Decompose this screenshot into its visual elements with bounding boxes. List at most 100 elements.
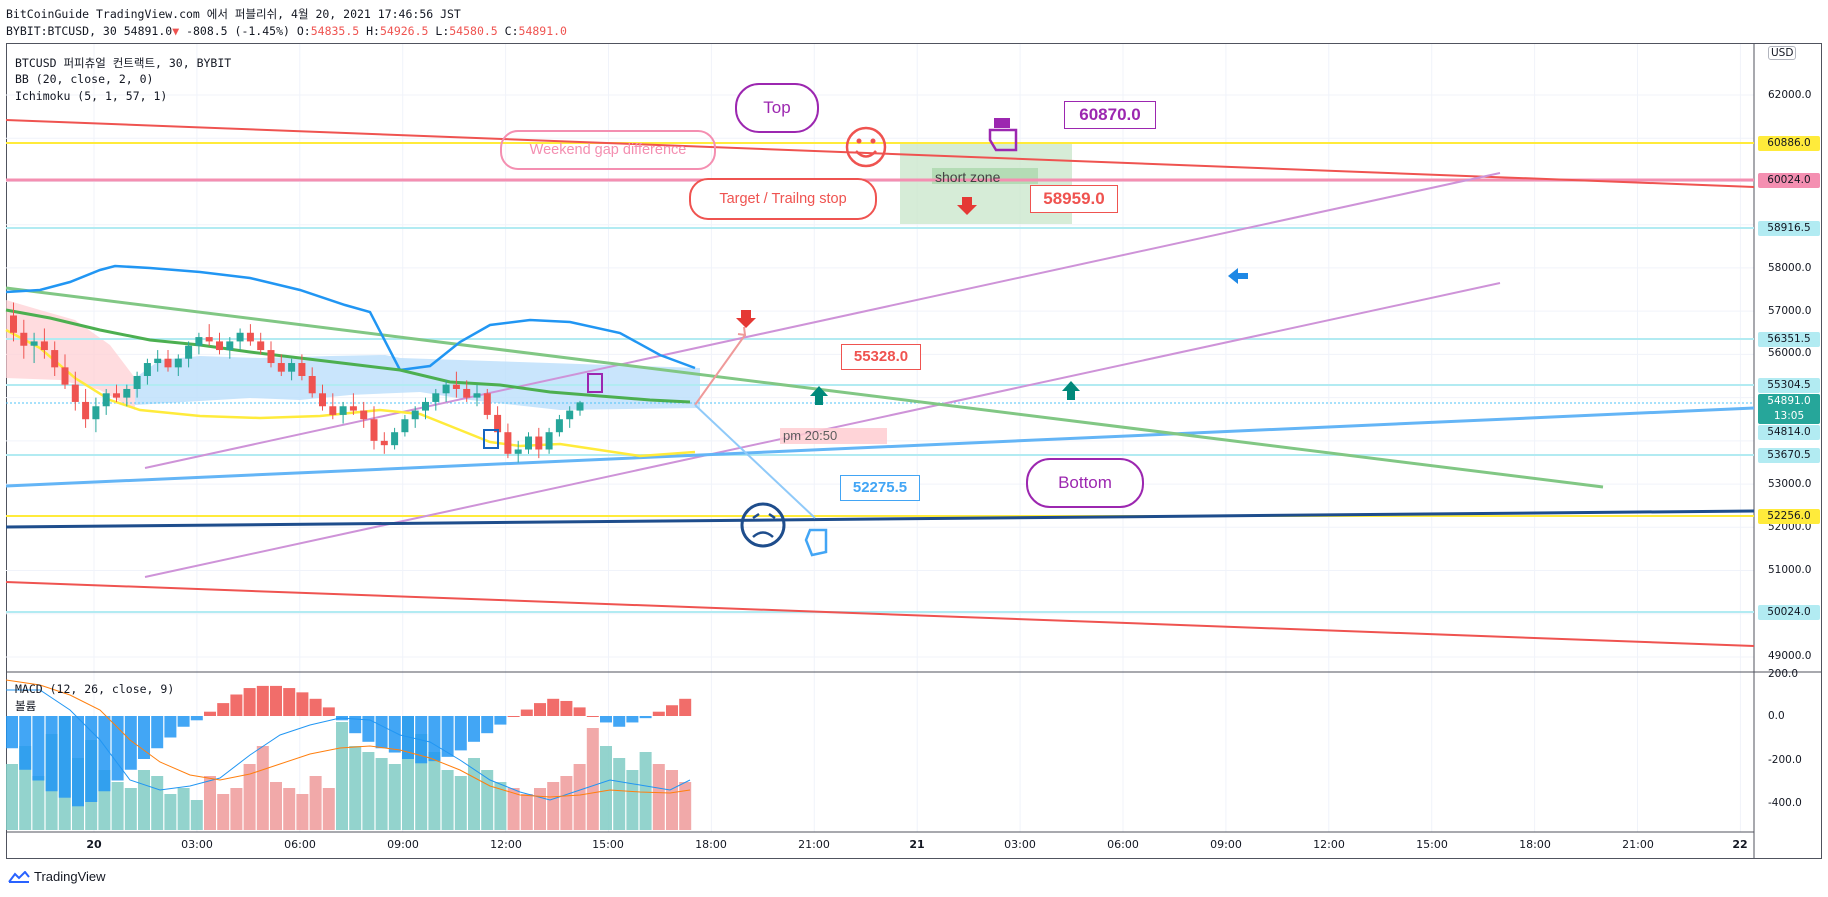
candle-body bbox=[40, 341, 48, 351]
volume-bar bbox=[296, 794, 309, 830]
trendline-red-lower bbox=[5, 581, 1755, 647]
time-tick: 18:00 bbox=[1519, 838, 1551, 851]
time-tick: 22 bbox=[1732, 838, 1748, 851]
volume-bar bbox=[270, 782, 282, 830]
candle-body bbox=[30, 341, 38, 346]
volume-bar bbox=[441, 770, 454, 830]
volume-bar bbox=[547, 782, 560, 830]
chart-frame[interactable] bbox=[6, 43, 1822, 859]
candle-body bbox=[123, 388, 131, 398]
volume-bar bbox=[349, 746, 362, 830]
axis-label-last: 54891.0 13:05 bbox=[1758, 394, 1820, 424]
macd-bar bbox=[639, 716, 652, 719]
macd-tick: 0.0 bbox=[1768, 710, 1785, 722]
tradingview-logo-icon bbox=[8, 870, 30, 883]
volume-bar bbox=[428, 752, 441, 830]
volume-bar bbox=[586, 728, 599, 830]
candle-body bbox=[195, 337, 203, 346]
macd-bar bbox=[362, 716, 375, 742]
ohlc-line: BYBIT:BTCUSD, 30 54891.0▼ -808.5 (-1.45%… bbox=[6, 24, 567, 38]
hand-icon-purple-small bbox=[587, 373, 603, 393]
open-label: O: bbox=[296, 24, 311, 38]
price-tag-58959: 58959.0 bbox=[1030, 185, 1118, 213]
tradingview-logo[interactable]: TradingView bbox=[8, 869, 106, 884]
axis-label-54814: 54814.0 bbox=[1758, 425, 1820, 440]
candle-body bbox=[411, 410, 419, 420]
volume-bar bbox=[560, 776, 573, 830]
down-arrow-red-2 bbox=[957, 197, 977, 215]
candle-body bbox=[82, 401, 90, 420]
candle-body bbox=[463, 388, 471, 398]
macd-bar bbox=[402, 716, 414, 759]
volume-bar bbox=[243, 764, 256, 830]
axis-label-56351: 56351.5 bbox=[1758, 332, 1820, 347]
axis-label-60886: 60886.0 bbox=[1758, 136, 1820, 151]
smile-icon bbox=[845, 126, 887, 168]
candle-body bbox=[277, 363, 285, 372]
volume-bar bbox=[309, 776, 322, 830]
countdown-label: 13:05 bbox=[1773, 410, 1805, 422]
candle-body bbox=[288, 363, 296, 372]
candle-body bbox=[236, 332, 244, 342]
macd-bar bbox=[454, 716, 467, 751]
low-value: 54580.5 bbox=[449, 24, 498, 38]
macd-bar bbox=[164, 716, 177, 738]
projection-up-head bbox=[737, 326, 747, 337]
volume-bar bbox=[600, 746, 612, 830]
trendline-violet-upper bbox=[144, 172, 1501, 469]
candle-body bbox=[514, 449, 522, 454]
time-tick: 18:00 bbox=[695, 838, 727, 851]
candle-body bbox=[401, 419, 409, 433]
time-tick: 09:00 bbox=[1210, 838, 1242, 851]
macd-bar bbox=[230, 694, 243, 716]
volume-bar bbox=[494, 782, 507, 830]
axis-label-60024: 60024.0 bbox=[1758, 173, 1820, 188]
candle-body bbox=[545, 432, 553, 450]
candle-body bbox=[473, 393, 481, 398]
macd-bar bbox=[388, 716, 401, 753]
macd-bar bbox=[111, 716, 124, 781]
macd-bar bbox=[204, 711, 216, 716]
candle-body bbox=[349, 406, 357, 411]
projection-down-line bbox=[694, 404, 816, 519]
candle-body bbox=[319, 393, 326, 407]
volume-bar bbox=[151, 776, 164, 830]
macd-bar bbox=[190, 716, 203, 721]
candle-body bbox=[370, 419, 378, 441]
volume-bar bbox=[388, 764, 401, 830]
volume-bar bbox=[322, 788, 335, 830]
volume-bar bbox=[362, 752, 375, 830]
candle-body bbox=[143, 363, 151, 376]
price-tag-60870: 60870.0 bbox=[1064, 101, 1156, 129]
macd-bar bbox=[58, 716, 71, 798]
axis-label-53670: 53670.5 bbox=[1758, 448, 1820, 463]
macd-bar bbox=[151, 716, 164, 749]
candle-body bbox=[576, 402, 584, 411]
open-value: 54835.5 bbox=[310, 24, 360, 38]
down-arrow-red-1 bbox=[736, 310, 756, 328]
volume-bar bbox=[256, 746, 269, 830]
time-tick: 15:00 bbox=[1416, 838, 1448, 851]
macd-bar bbox=[428, 716, 441, 762]
axis-label-52256: 52256.0 bbox=[1758, 509, 1820, 524]
candle-body bbox=[174, 358, 182, 368]
legend-macd: MACD (12, 26, close, 9) bbox=[15, 682, 175, 696]
candle-body bbox=[185, 345, 193, 359]
left-arrow-blue bbox=[1228, 268, 1248, 284]
axis-label-50024: 50024.0 bbox=[1758, 605, 1820, 620]
macd-bar bbox=[626, 716, 639, 723]
currency-label[interactable]: USD bbox=[1768, 46, 1797, 60]
up-arrow-green-2 bbox=[1062, 381, 1080, 400]
projection-up-line bbox=[694, 334, 746, 406]
volume-bar bbox=[177, 788, 190, 830]
macd-bar bbox=[217, 703, 230, 716]
candle-body bbox=[71, 384, 79, 402]
candle-body bbox=[257, 341, 265, 351]
candle-body bbox=[442, 384, 450, 394]
candle-body bbox=[535, 436, 543, 450]
macd-bar bbox=[45, 716, 58, 792]
volume-bar bbox=[613, 758, 626, 830]
macd-line bbox=[6, 689, 691, 801]
axis-label-58916: 58916.5 bbox=[1758, 221, 1820, 236]
